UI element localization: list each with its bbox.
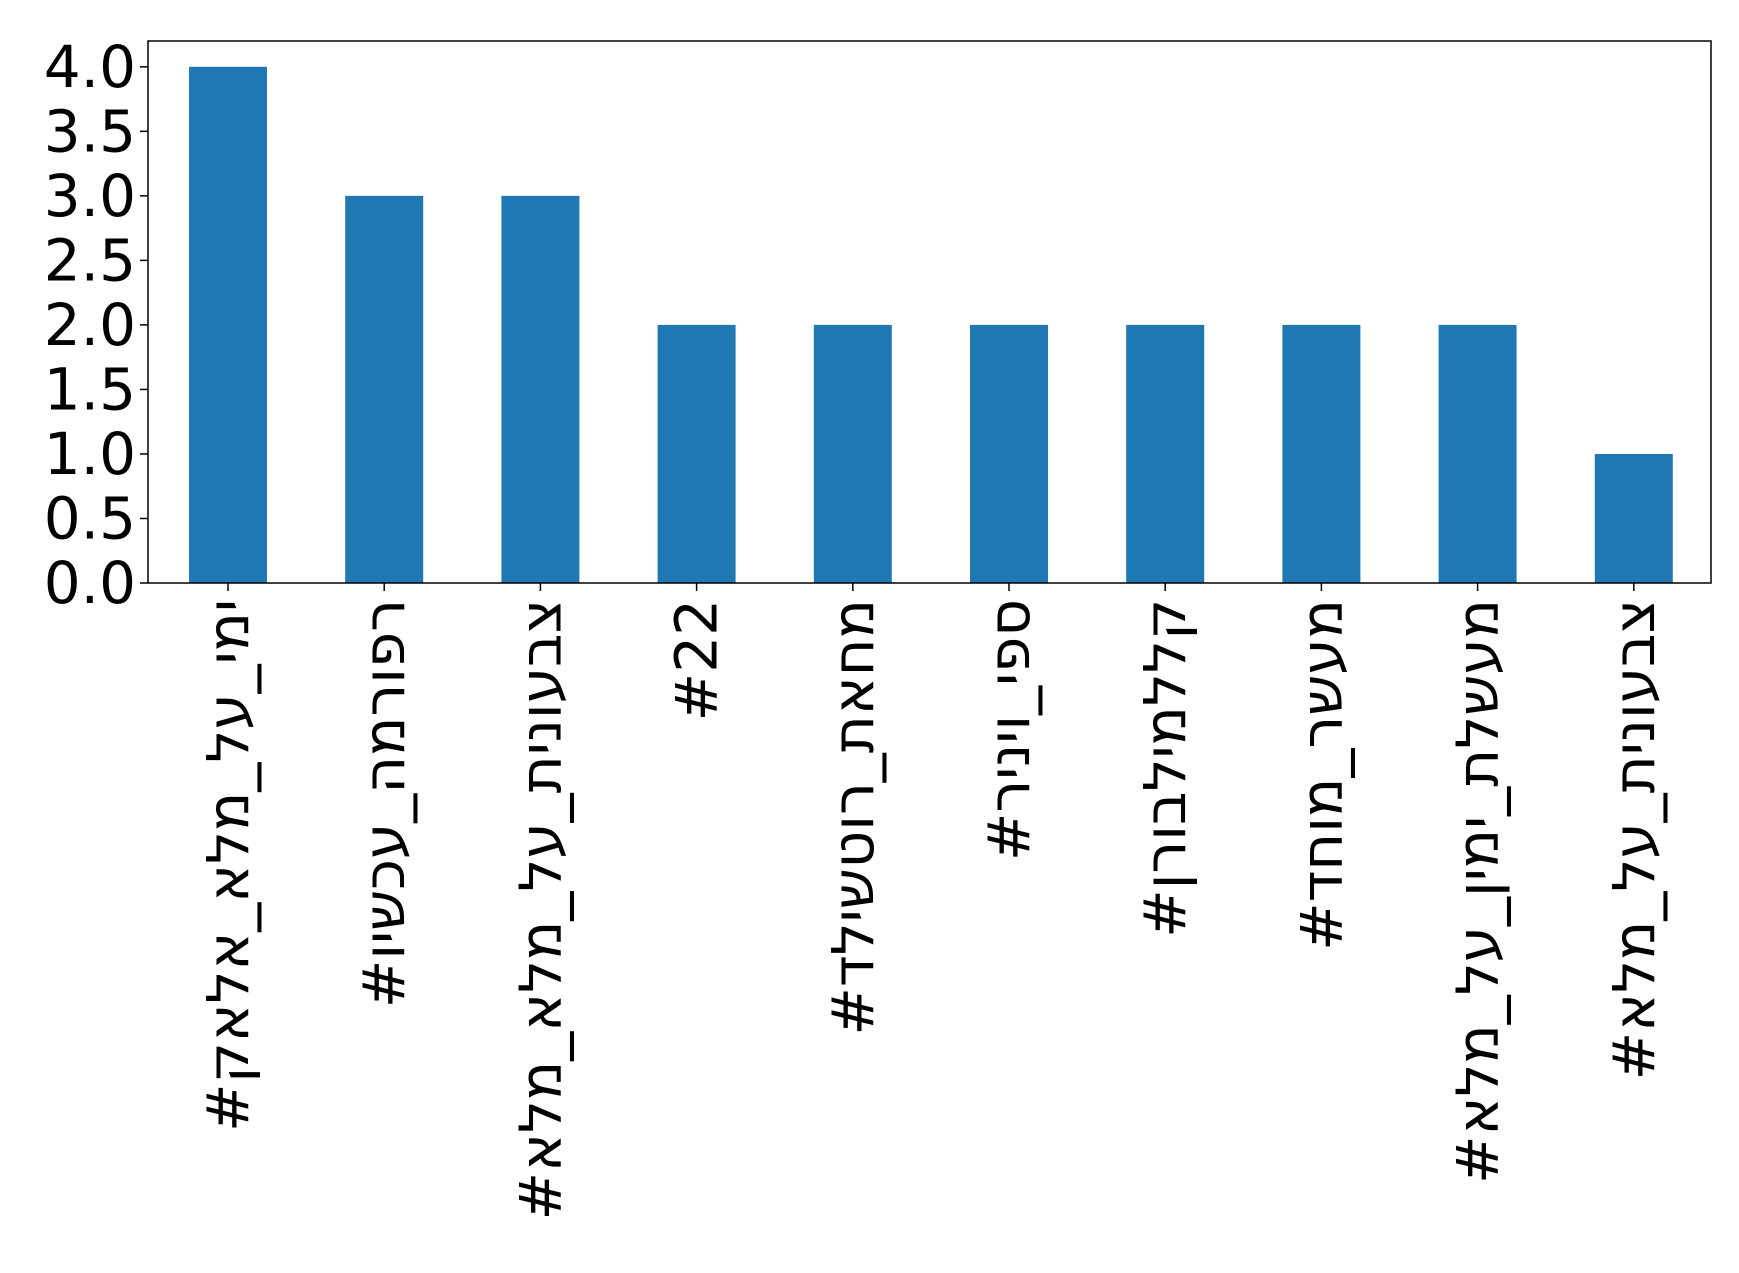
x-tick-label: #ימי_על_מלא_אלאק (194, 599, 262, 1132)
bar (970, 324, 1048, 583)
bar (1282, 324, 1361, 583)
x-tick-label: #מחאת_רוטשילד (819, 599, 887, 1036)
x-tick-label: #מעשר_מוחד (1287, 599, 1355, 951)
x-tick-label: #קללמילבורן (1131, 599, 1199, 938)
bar (345, 195, 424, 583)
x-tick-label: #ספי_ויניר (975, 599, 1043, 861)
bar (501, 195, 580, 583)
x-tick-label: #רפורמה_עכשיו (350, 599, 418, 1008)
plot-frame (147, 40, 1712, 584)
bar (1594, 453, 1673, 583)
y-tick-label: 3.5 (44, 97, 136, 165)
bar (1438, 324, 1517, 583)
x-tick-label: #צבעונית_על_מלא (1600, 599, 1668, 1080)
x-axis: #ימי_על_מלא_אלאק #רפורמה_עכשיו #צבעונית_על… (194, 583, 1668, 1221)
y-tick-label: 0.5 (44, 484, 136, 552)
y-tick-label: 1.0 (44, 420, 136, 488)
bars-layer (189, 66, 1673, 584)
bar (813, 324, 892, 583)
y-tick-label: 0.0 (44, 549, 136, 617)
bar (657, 324, 736, 583)
y-tick-label: 2.5 (44, 226, 136, 294)
bar (1126, 324, 1205, 583)
y-tick-label: 1.5 (44, 355, 136, 423)
y-tick-label: 2.0 (44, 291, 136, 359)
y-tick-label: 4.0 (44, 33, 136, 101)
x-tick-label: #צבעונית_על_מלא_מלא (506, 599, 574, 1221)
x-tick-label: #מעשלת_ימין_על_מלא (1444, 599, 1512, 1184)
y-tick-label: 3.0 (44, 162, 136, 230)
x-tick-label: #22 (663, 599, 731, 721)
y-axis: 0.00.51.01.52.02.53.03.54.0 (44, 33, 148, 617)
bar (189, 66, 267, 584)
